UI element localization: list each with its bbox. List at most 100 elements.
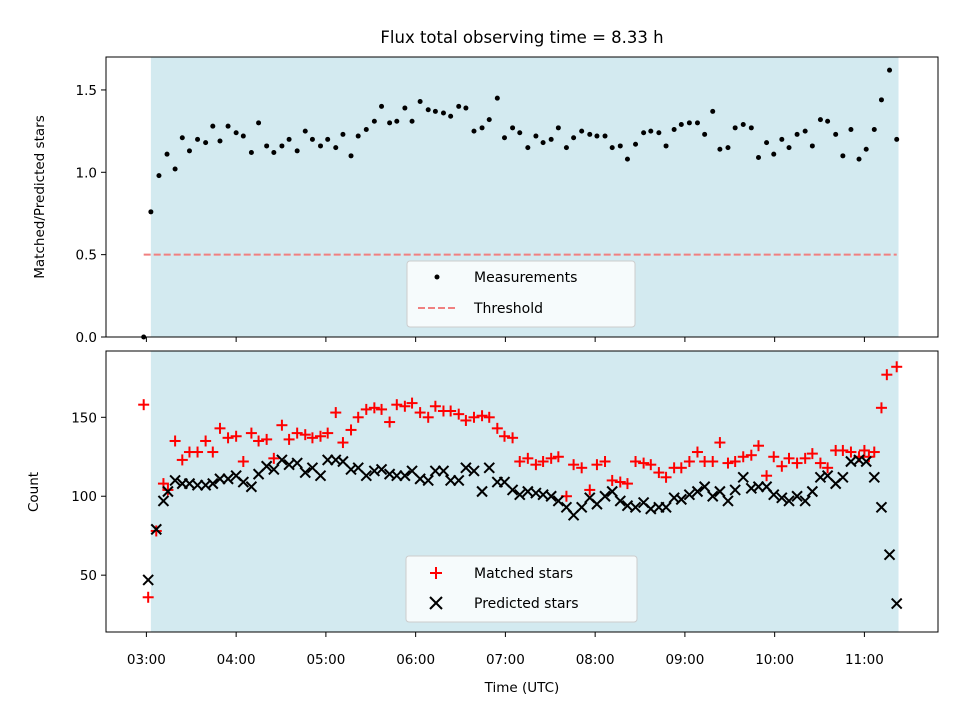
measurement-point bbox=[656, 130, 662, 136]
legend-predicted-label: Predicted stars bbox=[474, 596, 579, 612]
measurement-point bbox=[771, 151, 777, 157]
measurement-point bbox=[333, 145, 339, 151]
matched-star-point bbox=[498, 430, 510, 442]
predicted-star-point bbox=[806, 485, 819, 498]
measurement-point bbox=[725, 145, 731, 151]
predicted-star-point bbox=[776, 492, 788, 504]
measurement-point bbox=[172, 166, 178, 172]
measurement-point bbox=[164, 151, 170, 157]
top-legend-box bbox=[406, 260, 636, 328]
measurement-point bbox=[533, 133, 539, 139]
measurement-point bbox=[148, 209, 154, 215]
measurement-point bbox=[417, 98, 423, 104]
predicted-star-point bbox=[260, 460, 273, 472]
predicted-star-point bbox=[422, 474, 434, 487]
legend-predicted-marker bbox=[429, 596, 443, 610]
bottom-y-axis-label: Count bbox=[26, 472, 42, 512]
matched-star-point bbox=[399, 400, 411, 412]
measurement-point bbox=[156, 173, 162, 179]
top-y-axis-label: Matched/Predicted stars bbox=[32, 115, 48, 278]
predicted-star-point bbox=[142, 574, 154, 586]
counts-layer bbox=[138, 361, 903, 610]
predicted-star-point bbox=[691, 485, 704, 498]
matched-star-point bbox=[460, 414, 472, 426]
matched-star-point bbox=[384, 416, 396, 428]
predicted-star-point bbox=[291, 457, 303, 469]
measurement-point bbox=[318, 143, 324, 149]
predicted-star-point bbox=[476, 485, 488, 498]
measurement-point bbox=[348, 153, 354, 159]
matched-star-point bbox=[162, 484, 174, 496]
measurement-point bbox=[755, 154, 761, 160]
measurement-point bbox=[702, 131, 708, 137]
x-tick-label: 09:00 bbox=[665, 652, 704, 668]
measurement-point bbox=[617, 143, 623, 149]
predicted-star-point bbox=[437, 465, 450, 477]
matched-star-point bbox=[391, 399, 403, 411]
measurement-point bbox=[878, 97, 884, 103]
x-tick-label: 10:00 bbox=[755, 652, 794, 668]
matched-star-point bbox=[406, 397, 418, 409]
predicted-star-point bbox=[768, 488, 780, 501]
predicted-star-point bbox=[883, 548, 896, 561]
y-tick-label: 100 bbox=[71, 489, 97, 505]
matched-star-point bbox=[552, 451, 564, 463]
legend-measurements-marker bbox=[434, 274, 440, 280]
measurement-point bbox=[302, 128, 308, 134]
predicted-star-point bbox=[506, 484, 519, 496]
measurement-point bbox=[887, 67, 893, 73]
matched-star-point bbox=[799, 452, 811, 464]
predicted-star-point bbox=[552, 495, 565, 507]
chart-title: Flux total observing time = 8.33 h bbox=[380, 28, 663, 47]
measurement-point bbox=[540, 140, 546, 146]
predicted-star-point bbox=[399, 470, 411, 482]
measurement-point bbox=[501, 135, 507, 141]
measurement-point bbox=[448, 113, 454, 119]
matched-star-point bbox=[714, 437, 726, 449]
measurements-layer bbox=[141, 67, 900, 340]
measurement-point bbox=[764, 140, 770, 146]
matched-star-point bbox=[507, 432, 519, 444]
matched-star-point bbox=[192, 446, 204, 458]
matched-star-point bbox=[591, 459, 603, 471]
matched-star-point bbox=[230, 430, 242, 442]
measurement-point bbox=[486, 117, 492, 123]
matched-star-point bbox=[237, 456, 249, 468]
x-tick-label: 07:00 bbox=[486, 652, 525, 668]
measurement-point bbox=[856, 156, 862, 162]
matched-star-point bbox=[200, 435, 212, 447]
matched-star-point bbox=[660, 471, 672, 483]
matched-star-point bbox=[745, 449, 757, 461]
matched-star-point bbox=[422, 411, 434, 423]
predicted-star-point bbox=[860, 455, 872, 468]
matched-star-point bbox=[261, 433, 273, 445]
measurement-point bbox=[432, 108, 438, 114]
x-axis-label: Time (UTC) bbox=[484, 680, 560, 696]
matched-star-point bbox=[306, 432, 318, 444]
predicted-star-point bbox=[314, 470, 327, 482]
measurement-point bbox=[594, 133, 600, 139]
legend-threshold-label: Threshold bbox=[473, 301, 543, 317]
matched-star-point bbox=[875, 402, 887, 414]
measurement-point bbox=[555, 125, 561, 131]
measurement-point bbox=[602, 133, 608, 139]
measurement-point bbox=[195, 136, 201, 142]
predicted-star-point bbox=[729, 484, 741, 496]
matched-star-point bbox=[729, 456, 741, 468]
matched-star-point bbox=[806, 448, 818, 460]
measurement-point bbox=[717, 146, 723, 152]
legend-measurements-label: Measurements bbox=[474, 270, 577, 286]
predicted-star-point bbox=[783, 495, 795, 507]
measurement-point bbox=[740, 122, 746, 128]
predicted-star-point bbox=[360, 470, 372, 482]
x-tick-label: 04:00 bbox=[217, 652, 256, 668]
top-y-axis: 0.0 0.5 1.0 1.5 bbox=[76, 83, 106, 346]
measurement-point bbox=[894, 136, 900, 142]
matched-star-point bbox=[330, 407, 342, 419]
measurement-point bbox=[394, 118, 400, 124]
matched-star-point bbox=[276, 419, 288, 431]
y-tick-label: 50 bbox=[80, 568, 97, 584]
top-x-ticks bbox=[145, 337, 865, 342]
measurement-point bbox=[633, 141, 639, 147]
